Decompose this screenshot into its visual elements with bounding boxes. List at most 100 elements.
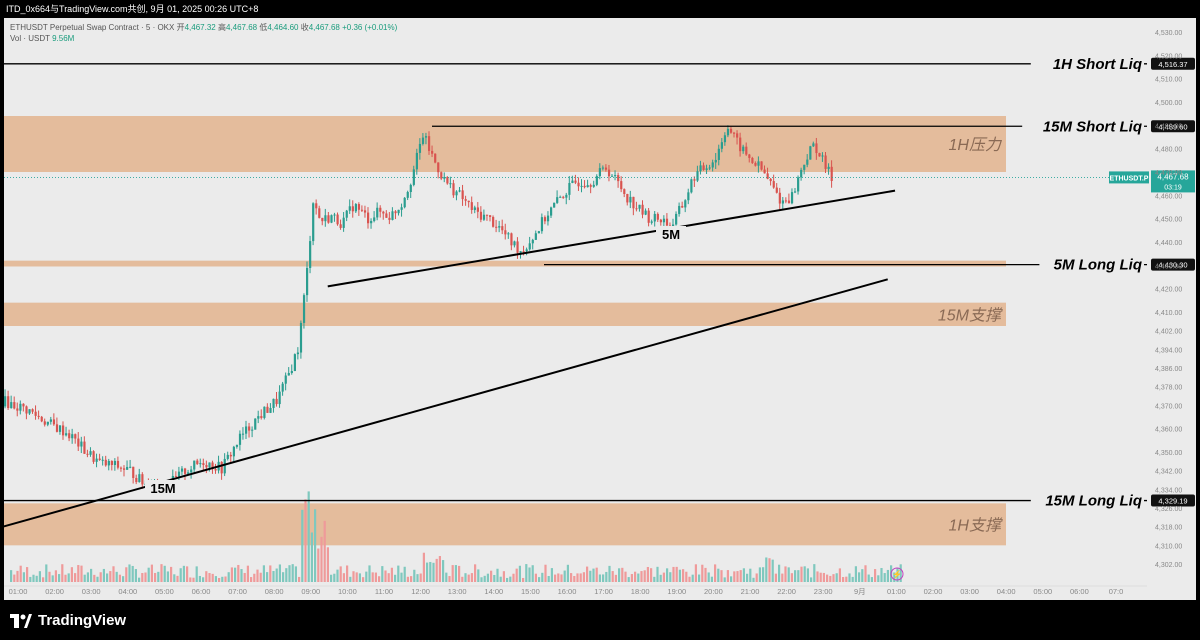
x-tick-label: 16:00 — [558, 587, 577, 596]
candle-body — [696, 171, 699, 181]
candle-body — [266, 406, 269, 413]
candle-body — [110, 460, 113, 465]
candle-body — [345, 210, 348, 218]
volume-bar — [259, 572, 262, 582]
candle-body — [13, 402, 16, 409]
x-tick-label: 18:00 — [631, 587, 650, 596]
bolt-icon-glyph: ⚡ — [892, 569, 902, 579]
volume-bar — [224, 576, 227, 582]
volume-bar — [566, 564, 569, 582]
candle-body — [220, 461, 223, 474]
candle-body — [690, 179, 693, 193]
volume-bar — [435, 558, 438, 582]
candle-body — [34, 411, 37, 416]
candle-body — [546, 215, 550, 222]
volume-bar — [378, 576, 381, 582]
candle-body — [681, 205, 684, 208]
volume-bar — [848, 573, 851, 582]
candle-body — [476, 207, 479, 212]
candle-body — [498, 226, 501, 228]
price-chart[interactable]: 1H压力 15M支撑 1H支撑 5M 15M 1H Short Liq 4,516.37 15… — [4, 18, 1196, 600]
volume-bar — [864, 565, 867, 582]
level-price-tag-0 — [1151, 57, 1195, 70]
volume-bar — [134, 569, 137, 582]
tradingview-logo[interactable]: TradingView — [10, 612, 126, 629]
candle-body — [699, 165, 702, 172]
volume-bar — [576, 573, 579, 582]
y-tick-label: 4,470.00 — [1155, 170, 1182, 177]
volume-bar — [486, 573, 489, 582]
volume-bar — [682, 569, 685, 582]
window-title: ITD_0x664与TradingView.com共创, 9月 01, 2025… — [0, 0, 1200, 18]
volume-bar — [678, 569, 681, 582]
candle-body — [269, 407, 272, 413]
volume-bar — [803, 566, 806, 582]
volume-bar — [352, 571, 355, 582]
candle-body — [400, 207, 403, 210]
volume-bar — [394, 574, 397, 582]
volume-bar — [67, 573, 70, 582]
volume-bar — [310, 532, 313, 582]
level-label-bg-2 — [1039, 254, 1144, 275]
volume-bar — [467, 574, 470, 582]
volume-bar — [778, 564, 781, 582]
chart-area[interactable]: ETHUSDT Perpetual Swap Contract · 5 · OK… — [4, 18, 1196, 600]
x-tick-label: 03:00 — [82, 587, 101, 596]
volume-bar — [147, 567, 150, 582]
candle-body — [632, 196, 635, 209]
candle-body — [315, 203, 318, 209]
last-price-symbol-tag — [1109, 171, 1149, 184]
volume-bar — [861, 569, 864, 582]
candle-body — [794, 191, 797, 193]
x-tick-label: 11:00 — [375, 587, 393, 596]
volume-bar — [387, 573, 390, 582]
candle-body — [431, 150, 434, 154]
candle-body — [601, 167, 605, 169]
candle-body — [812, 143, 815, 147]
candle-body — [629, 196, 632, 203]
candle-body — [376, 207, 379, 218]
candle-body — [504, 230, 507, 235]
candle-body — [235, 444, 239, 447]
candle-body — [202, 463, 205, 465]
x-tick-label: 17:00 — [594, 587, 613, 596]
x-tick-label: 07:00 — [228, 587, 247, 596]
legend-close: 4,467.68 — [308, 23, 340, 32]
candle-body — [135, 477, 138, 483]
volume-bar — [32, 574, 35, 582]
x-tick-label: 06:00 — [1070, 587, 1089, 596]
volume-bar — [96, 576, 99, 582]
candle-body — [199, 463, 202, 465]
y-tick-label: 4,394.00 — [1155, 347, 1182, 354]
candle-body — [348, 206, 351, 211]
candle-body — [510, 233, 513, 246]
x-tick-label: 03:00 — [960, 587, 979, 596]
volume-bar — [154, 572, 157, 582]
candle-body — [373, 217, 376, 221]
candle-body — [809, 146, 812, 160]
candle-body — [28, 409, 31, 414]
x-tick-label: 09:00 — [301, 587, 320, 596]
volume-bar — [832, 574, 835, 582]
zone-2 — [4, 302, 1006, 326]
volume-bar — [870, 577, 873, 582]
candle-body — [830, 166, 833, 181]
volume-bar — [205, 571, 208, 582]
volume-bar — [842, 577, 845, 582]
volume-bar — [349, 576, 352, 582]
volume-bar — [38, 571, 41, 582]
candle-body — [336, 214, 339, 225]
volume-bar — [816, 571, 819, 582]
volume-bar — [883, 573, 886, 582]
candle-body — [263, 406, 266, 418]
candle-body — [464, 199, 467, 201]
candle-body — [327, 215, 330, 223]
level-price-text-0: 4,516.37 — [1158, 60, 1187, 69]
candle-body — [330, 215, 333, 223]
volume-bar — [685, 571, 688, 582]
volume-bar — [669, 572, 672, 582]
candle-body — [89, 451, 92, 455]
volume-bar — [781, 573, 784, 582]
volume-bar — [474, 564, 477, 582]
